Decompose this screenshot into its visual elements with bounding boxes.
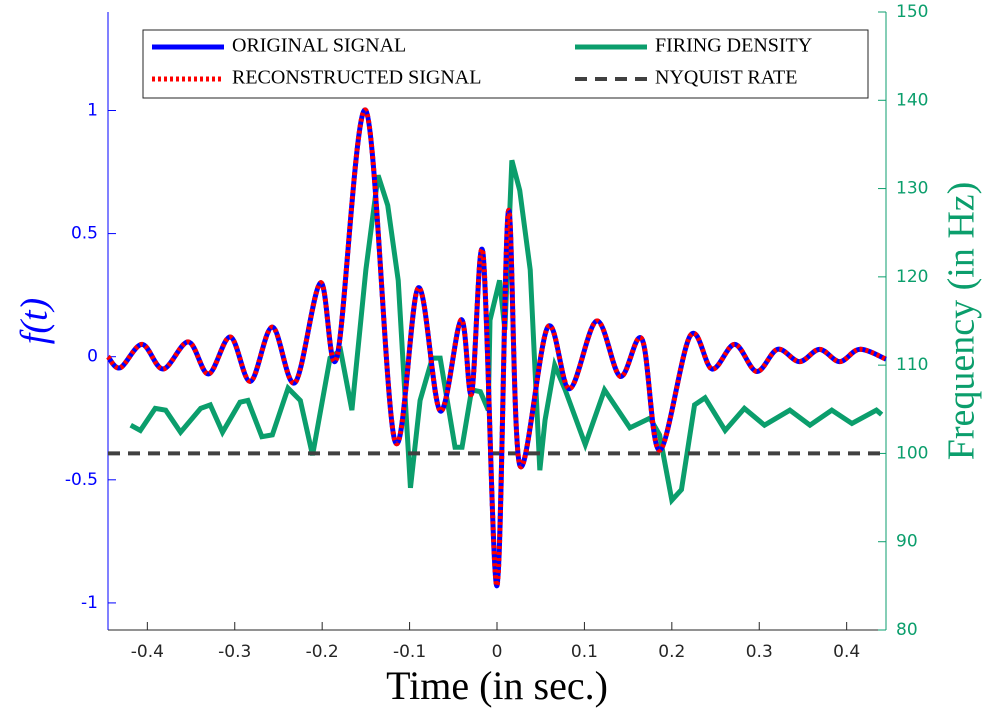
y2-tick-label: 120 xyxy=(896,267,928,287)
y2-tick-label: 90 xyxy=(896,532,918,552)
series-line xyxy=(106,107,887,589)
x-tick-label: -0.1 xyxy=(393,642,426,662)
series-line xyxy=(129,159,884,506)
y2-tick-label: 110 xyxy=(896,355,928,375)
y-tick-label: -0.5 xyxy=(65,470,98,490)
y2-tick-label: 140 xyxy=(896,90,928,110)
y2-tick-label: 150 xyxy=(896,2,928,22)
y-tick-label: 1 xyxy=(87,100,98,120)
series-line xyxy=(106,107,887,589)
legend-label: FIRING DENSITY xyxy=(655,35,812,57)
x-tick-label: 0.1 xyxy=(571,642,598,662)
y-tick-label: 0 xyxy=(87,347,98,367)
x-tick-label: -0.3 xyxy=(218,642,251,662)
legend-label: ORIGINAL SIGNAL xyxy=(232,35,406,57)
legend-label: NYQUIST RATE xyxy=(655,67,797,89)
x-tick-label: 0.3 xyxy=(746,642,773,662)
y2-tick-label: 130 xyxy=(896,179,928,199)
x-tick-label: 0 xyxy=(492,642,503,662)
y2-tick-label: 80 xyxy=(896,620,918,640)
legend-label: RECONSTRUCTED SIGNAL xyxy=(232,67,481,89)
y-tick-label: 0.5 xyxy=(71,224,98,244)
legend-box xyxy=(142,29,869,99)
x-axis-label: Time (in sec.) xyxy=(386,663,608,708)
x-tick-label: -0.4 xyxy=(131,642,164,662)
y-tick-label: -1 xyxy=(81,593,98,613)
x-tick-label: 0.2 xyxy=(658,642,685,662)
y-axis-label: f(t) xyxy=(14,298,56,344)
x-tick-label: -0.2 xyxy=(306,642,339,662)
x-tick-label: 0.4 xyxy=(833,642,860,662)
y2-tick-label: 100 xyxy=(896,443,928,463)
y2-axis-label: Frequency (in Hz) xyxy=(941,182,983,461)
